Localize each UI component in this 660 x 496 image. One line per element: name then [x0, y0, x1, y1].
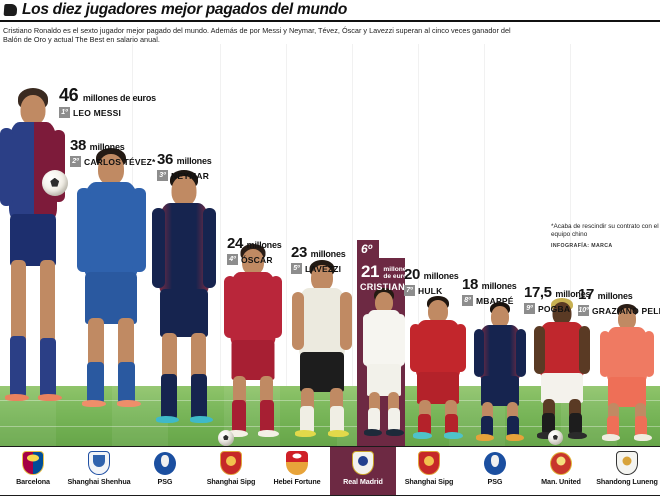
- barcelona-crest-icon: [22, 451, 44, 475]
- player-figure-lavezzi: [292, 260, 352, 448]
- rank-badge: 2º: [70, 156, 81, 167]
- club-name: Shanghai Sipg: [206, 477, 256, 486]
- club-name: PSG: [157, 477, 173, 486]
- player-name-cristiano: CRISTIANO: [360, 282, 413, 292]
- player-label-hulk: 20 millones 7º HULK: [404, 266, 459, 296]
- psg-crest-icon: [154, 451, 176, 475]
- player-figure-neymar: [152, 170, 216, 448]
- player-label-neymar: 36 millones 3º NEYMAR: [157, 151, 212, 181]
- player-figure-pelle: [600, 304, 654, 448]
- man-united-crest-icon: [550, 451, 572, 475]
- shanghai-shenhua-crest-icon: [88, 451, 110, 475]
- club-cell-shandong-luneng[interactable]: Shandong Luneng: [594, 447, 660, 495]
- player-amount-cristiano: 21 millones de euros: [361, 262, 411, 281]
- club-name: PSG: [487, 477, 503, 486]
- player-figure-oscar: [218, 244, 282, 448]
- player-figure-cristiano: [362, 288, 406, 448]
- club-name: Shanghai Shenhua: [67, 477, 131, 486]
- player-label-messi: 46 millones de euros 1º LEO MESSI: [59, 85, 156, 118]
- club-name: Barcelona: [16, 477, 50, 486]
- club-name: Man. United: [541, 477, 581, 486]
- club-name: Real Madrid: [343, 477, 383, 486]
- rank-badge: 4º: [227, 254, 238, 265]
- player-figure-mbappe: [474, 302, 526, 448]
- player-label-tevez: 38 millones 2º CARLOS TÉVEZ*: [70, 137, 156, 167]
- rank-badge: 3º: [157, 170, 168, 181]
- shanghai-sipg-crest-icon: [220, 451, 242, 475]
- club-name: Shandong Luneng: [596, 477, 658, 486]
- psg-crest-icon: [484, 451, 506, 475]
- shanghai-sipg-crest-icon: [418, 451, 440, 475]
- club-cell-hebei-fortune[interactable]: Hebei Fortune: [264, 447, 330, 495]
- club-cell-psg-2[interactable]: PSG: [462, 447, 528, 495]
- real-madrid-crest-icon: [352, 451, 374, 475]
- player-label-oscar: 24 millones 4º ÓSCAR: [227, 235, 282, 265]
- club-cell-psg-1[interactable]: PSG: [132, 447, 198, 495]
- rank-badge: 7º: [404, 285, 415, 296]
- footnote: *Acaba de rescindir su contrato con el e…: [551, 223, 659, 250]
- credit-line: INFOGRAFÍA: MARCA: [551, 243, 613, 249]
- football-icon: [548, 430, 563, 445]
- club-name: Hebei Fortune: [273, 477, 321, 486]
- player-label-pogba: 17,5 millones 9º POGBA: [524, 284, 591, 314]
- footnote-text: *Acaba de rescindir su contrato con el e…: [551, 223, 659, 238]
- club-cell-barcelona[interactable]: Barcelona: [0, 447, 66, 495]
- header: Los diez jugadores mejor pagados del mun…: [0, 0, 660, 20]
- player-label-mbappe: 18 millones 8º MBAPPÉ: [462, 276, 517, 306]
- player-figure-hulk: [410, 296, 466, 448]
- rank-badge: 5º: [291, 263, 302, 274]
- player-figure-messi: [0, 88, 68, 448]
- shandong-luneng-crest-icon: [616, 451, 638, 475]
- player-figure-pogba: [534, 298, 590, 448]
- standfirst-text: Cristiano Ronaldo es el sexto jugador me…: [3, 26, 511, 45]
- player-label-lavezzi: 23 millones 5º LAVEZZI: [291, 244, 346, 274]
- ball-icon: [3, 4, 18, 16]
- football-icon: [42, 170, 68, 196]
- rank-badge: 9º: [524, 303, 535, 314]
- club-cell-shanghai-sipg-2[interactable]: Shanghai Sipg: [396, 447, 462, 495]
- club-cell-shanghai-sipg-1[interactable]: Shanghai Sipg: [198, 447, 264, 495]
- cristiano-rank-tab: 6º: [357, 240, 379, 259]
- club-cell-man-united[interactable]: Man. United: [528, 447, 594, 495]
- rank-badge: 1º: [59, 107, 70, 118]
- cristiano-rank-label: 6º: [361, 242, 373, 256]
- club-cell-shanghai-shenhua[interactable]: Shanghai Shenhua: [66, 447, 132, 495]
- rank-badge: 8º: [462, 295, 473, 306]
- title-rule: [0, 20, 660, 22]
- hebei-fortune-crest-icon: [286, 451, 308, 475]
- player-figure-tevez: [77, 148, 146, 448]
- club-name: Shanghai Sipg: [404, 477, 454, 486]
- player-label-pelle: 17 millones 10º GRAZIANO PELLÈ: [578, 286, 660, 316]
- page-title: Los diez jugadores mejor pagados del mun…: [22, 1, 348, 18]
- football-icon: [218, 430, 234, 446]
- club-cell-real-madrid[interactable]: Real Madrid: [330, 447, 396, 495]
- rank-badge: 10º: [578, 305, 589, 316]
- clubs-bar: Barcelona Shanghai Shenhua PSG Shanghai …: [0, 446, 660, 496]
